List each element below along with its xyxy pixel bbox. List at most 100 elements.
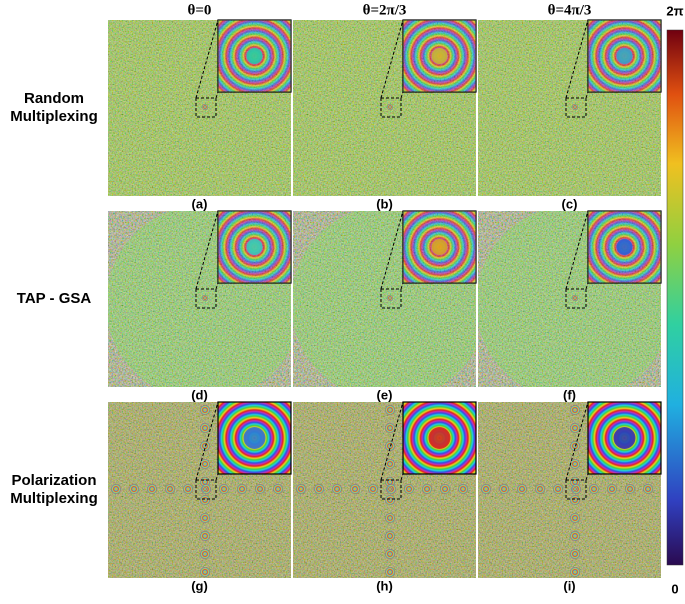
ring-spot bbox=[517, 484, 527, 494]
inset-center bbox=[431, 239, 448, 255]
zoom-box bbox=[195, 288, 217, 309]
zoom-line bbox=[380, 401, 404, 481]
ring-spot bbox=[385, 531, 395, 541]
ring-spot bbox=[200, 531, 210, 541]
ring-spot bbox=[200, 567, 210, 577]
zoom-box bbox=[565, 97, 587, 118]
inset-center bbox=[428, 427, 451, 449]
column-header: θ=4π/3 bbox=[548, 2, 592, 18]
center-spot bbox=[572, 104, 578, 110]
zoom-line bbox=[195, 401, 219, 481]
zoom-line bbox=[195, 19, 219, 99]
center-spot bbox=[387, 486, 393, 492]
ring-spot bbox=[422, 484, 432, 494]
panel-label: (g) bbox=[191, 578, 208, 593]
ring-spot bbox=[385, 441, 395, 451]
zoom-line bbox=[565, 210, 589, 290]
ring-spot bbox=[385, 549, 395, 559]
ring-spot bbox=[200, 423, 210, 433]
ring-spot bbox=[570, 405, 580, 415]
zoom-box bbox=[565, 479, 587, 500]
zoom-line bbox=[215, 91, 219, 99]
ring-spot bbox=[607, 484, 617, 494]
ring-spot bbox=[625, 484, 635, 494]
phase-panel bbox=[293, 19, 477, 196]
colorbar-min: 0 bbox=[671, 581, 678, 596]
ring-spot bbox=[255, 484, 265, 494]
zoom-box bbox=[195, 479, 217, 500]
center-spot bbox=[202, 104, 208, 110]
ring-spot bbox=[200, 459, 210, 469]
panel-label: (c) bbox=[562, 196, 578, 211]
ring-spot bbox=[314, 484, 324, 494]
phase-panel bbox=[478, 19, 662, 196]
ring-spot bbox=[570, 567, 580, 577]
ring-spot bbox=[350, 484, 360, 494]
phase-panel bbox=[108, 401, 292, 578]
zoom-box bbox=[380, 97, 402, 118]
ring-spot bbox=[570, 549, 580, 559]
ring-spot bbox=[553, 484, 563, 494]
zoom-line bbox=[380, 19, 404, 99]
center-spot bbox=[387, 295, 393, 301]
ring-spot bbox=[111, 484, 121, 494]
phase-panel bbox=[293, 210, 477, 387]
row-label: Multiplexing bbox=[10, 108, 98, 125]
ring-spot bbox=[570, 459, 580, 469]
ring-spot bbox=[404, 484, 414, 494]
ring-spot bbox=[385, 405, 395, 415]
ring-spot bbox=[200, 495, 210, 505]
ring-spot bbox=[165, 484, 175, 494]
zoom-line bbox=[400, 91, 404, 99]
ring-spot bbox=[332, 484, 342, 494]
phase-panel bbox=[108, 210, 292, 387]
center-spot bbox=[572, 486, 578, 492]
zoom-line bbox=[400, 282, 404, 290]
phase-panel bbox=[108, 19, 292, 196]
zoom-box bbox=[565, 288, 587, 309]
center-spot bbox=[572, 295, 578, 301]
center-spot bbox=[387, 104, 393, 110]
ring-spot bbox=[147, 484, 157, 494]
row-label: Random bbox=[24, 90, 84, 107]
ring-spot bbox=[535, 484, 545, 494]
row-label: TAP - GSA bbox=[17, 290, 92, 307]
colorbar-max: 2π bbox=[666, 3, 683, 18]
phase-panel bbox=[478, 401, 662, 578]
inset-center bbox=[246, 48, 263, 64]
phase-panel bbox=[293, 401, 477, 578]
ring-spot bbox=[385, 513, 395, 523]
ring-spot bbox=[643, 484, 653, 494]
row-label: Polarization bbox=[11, 472, 96, 489]
ring-spot bbox=[385, 495, 395, 505]
ring-spot bbox=[296, 484, 306, 494]
ring-spot bbox=[570, 531, 580, 541]
column-header: θ=2π/3 bbox=[363, 2, 407, 18]
inset-center bbox=[243, 427, 266, 449]
zoom-line bbox=[585, 282, 589, 290]
ring-spot bbox=[129, 484, 139, 494]
inset-center bbox=[616, 239, 633, 255]
panel-label: (d) bbox=[191, 387, 208, 402]
zoom-line bbox=[565, 19, 589, 99]
ring-spot bbox=[200, 441, 210, 451]
ring-spot bbox=[385, 567, 395, 577]
phase-panel bbox=[478, 210, 662, 387]
ring-spot bbox=[589, 484, 599, 494]
ring-spot bbox=[458, 484, 468, 494]
row-label: Multiplexing bbox=[10, 490, 98, 507]
ring-spot bbox=[570, 441, 580, 451]
center-spot bbox=[202, 486, 208, 492]
panel-content bbox=[478, 20, 661, 196]
zoom-line bbox=[585, 473, 589, 481]
panel-label: (a) bbox=[192, 196, 208, 211]
column-header: θ=0 bbox=[188, 2, 212, 18]
center-spot bbox=[202, 295, 208, 301]
ring-spot bbox=[237, 484, 247, 494]
ring-spot bbox=[440, 484, 450, 494]
ring-spot bbox=[385, 423, 395, 433]
ring-spot bbox=[200, 513, 210, 523]
zoom-box bbox=[195, 97, 217, 118]
zoom-line bbox=[585, 91, 589, 99]
